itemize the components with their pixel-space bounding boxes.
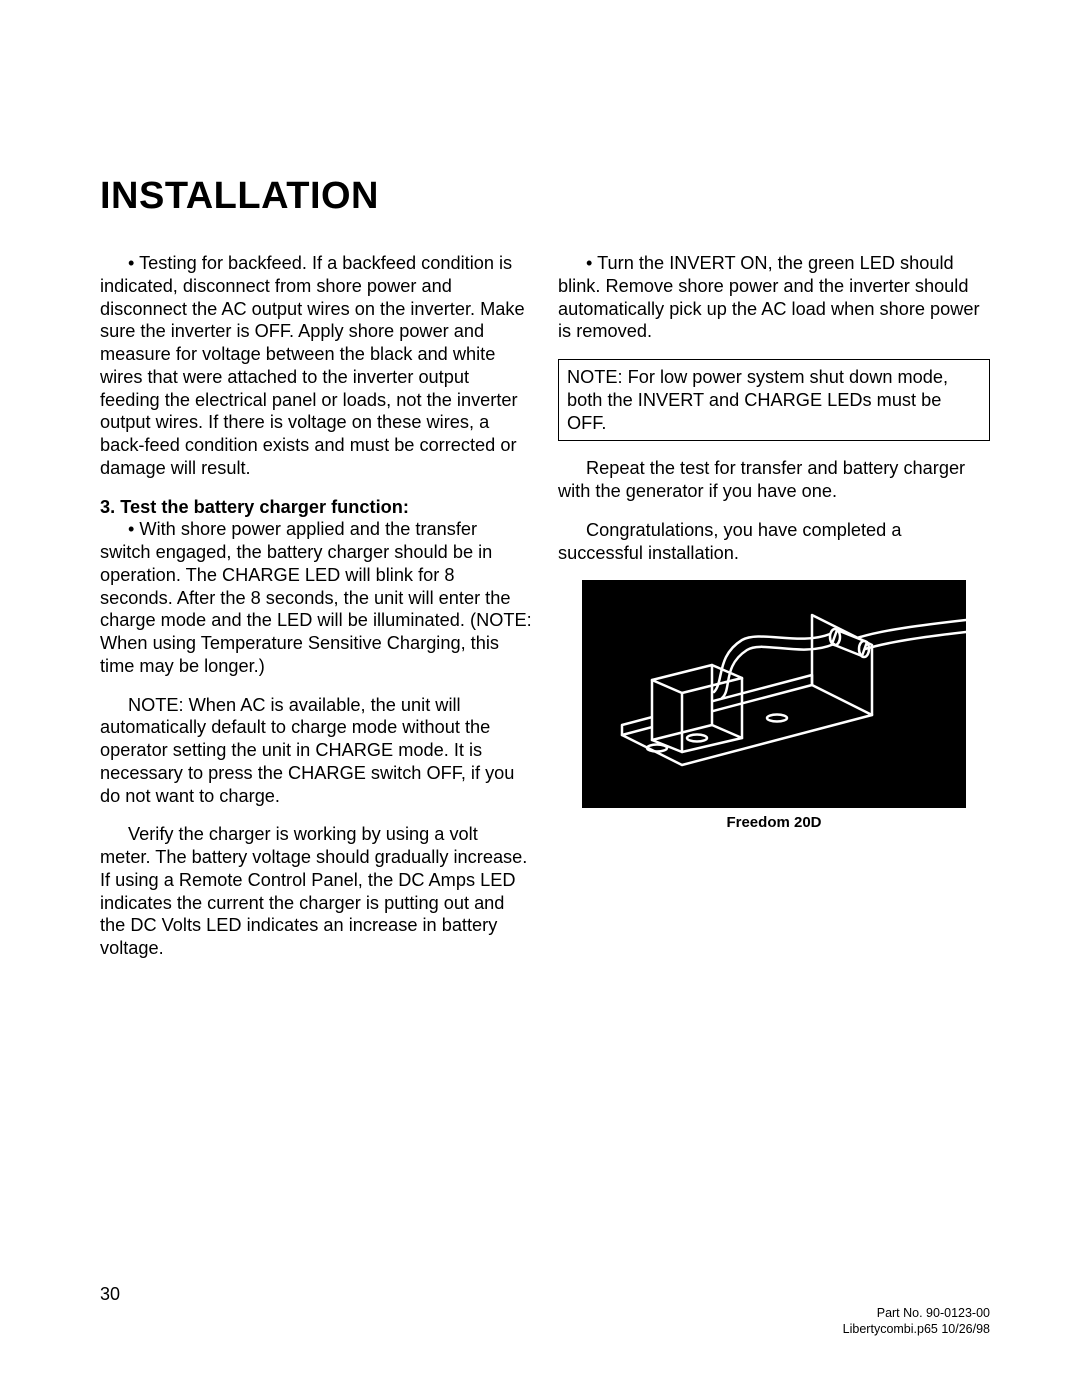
charger-function-section: 3. Test the battery charger function: • … bbox=[100, 496, 532, 678]
right-column: • Turn the INVERT ON, the green LED shou… bbox=[558, 252, 990, 976]
verify-charger-paragraph: Verify the charger is working by using a… bbox=[100, 823, 532, 960]
congratulations-paragraph: Congratulations, you have completed a su… bbox=[558, 519, 990, 565]
left-column: • Testing for backfeed. If a backfeed co… bbox=[100, 252, 532, 976]
figure-caption: Freedom 20D bbox=[558, 814, 990, 833]
repeat-test-paragraph: Repeat the test for transfer and battery… bbox=[558, 457, 990, 503]
charger-function-paragraph: • With shore power applied and the trans… bbox=[100, 519, 532, 676]
low-power-note-box: NOTE: For low power system shut down mod… bbox=[558, 359, 990, 441]
section-title: INSTALLATION bbox=[100, 175, 990, 218]
footer-file-date: Libertycombi.p65 10/26/98 bbox=[843, 1321, 990, 1337]
backfeed-test-paragraph: • Testing for backfeed. If a backfeed co… bbox=[100, 252, 532, 480]
footer-info: Part No. 90-0123-00 Libertycombi.p65 10/… bbox=[843, 1305, 990, 1338]
footer-part-number: Part No. 90-0123-00 bbox=[843, 1305, 990, 1321]
page-number: 30 bbox=[100, 1284, 120, 1305]
freedom-20d-illustration bbox=[582, 580, 966, 808]
content-columns: • Testing for backfeed. If a backfeed co… bbox=[100, 252, 990, 976]
page: INSTALLATION • Testing for backfeed. If … bbox=[0, 0, 1080, 1397]
ac-default-note-paragraph: NOTE: When AC is available, the unit wil… bbox=[100, 694, 532, 808]
charger-function-heading: 3. Test the battery charger function: bbox=[100, 497, 409, 517]
invert-on-paragraph: • Turn the INVERT ON, the green LED shou… bbox=[558, 252, 990, 343]
product-figure: Freedom 20D bbox=[558, 580, 990, 833]
